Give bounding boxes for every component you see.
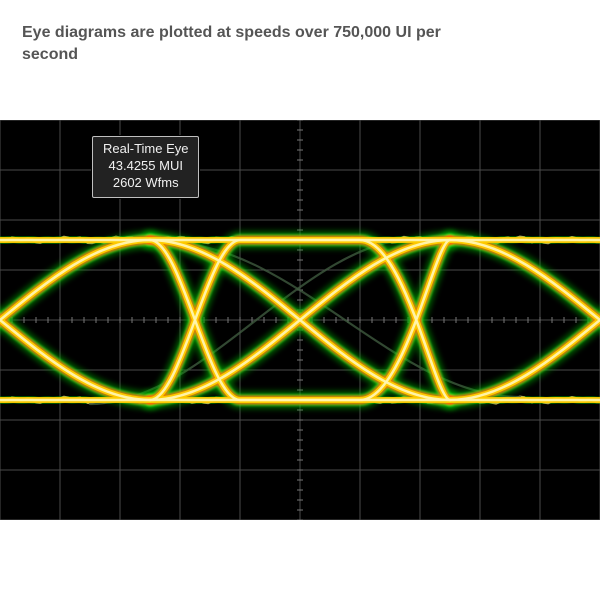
eye-diagram-svg xyxy=(0,120,600,520)
info-box-line-2: 43.4255 MUI xyxy=(103,158,188,175)
realtime-eye-info-box: Real-Time Eye 43.4255 MUI 2602 Wfms xyxy=(92,136,199,198)
info-box-line-3: 2602 Wfms xyxy=(103,175,188,192)
info-box-title: Real-Time Eye xyxy=(103,141,188,158)
caption-text: Eye diagrams are plotted at speeds over … xyxy=(22,22,462,65)
eye-diagram-panel: Real-Time Eye 43.4255 MUI 2602 Wfms xyxy=(0,120,600,520)
